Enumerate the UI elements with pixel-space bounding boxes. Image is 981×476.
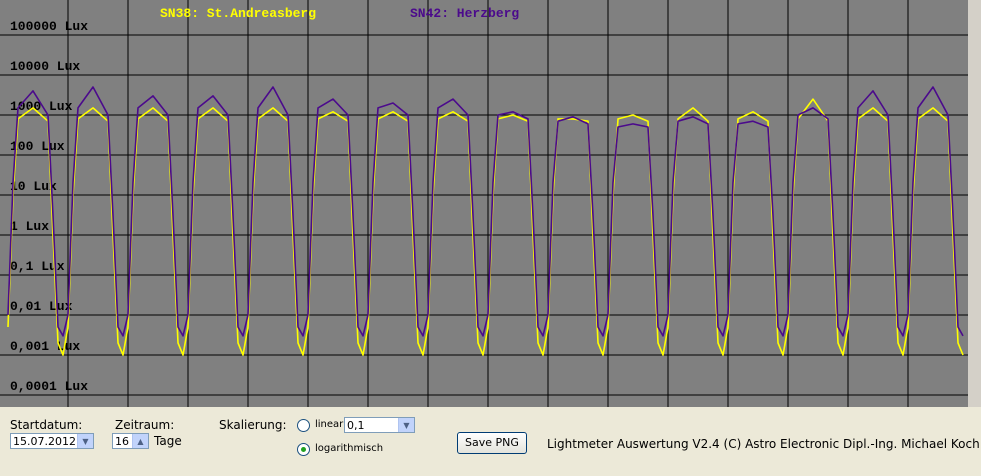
spin-buttons[interactable]: ▲: [132, 434, 148, 448]
y-tick-label: 1000 Lux: [10, 99, 73, 114]
legend-entry: SN38: St.Andreasberg: [160, 6, 316, 21]
y-tick-label: 0,1 Lux: [10, 259, 65, 274]
label: Zeitraum:: [115, 418, 175, 432]
side-panel: [968, 0, 981, 407]
label: Tage: [154, 434, 182, 448]
date-picker[interactable]: 15.07.2012 ▼: [10, 433, 94, 449]
label: Startdatum:: [10, 418, 83, 432]
label: logarithmisch: [315, 443, 384, 454]
linear-select[interactable]: 0,1 ▼: [344, 417, 415, 433]
footer: Lightmeter Auswertung V2.4 (C) Astro Ele…: [547, 437, 980, 451]
dropdown-arrow[interactable]: ▼: [398, 418, 414, 432]
select-value: 0,1: [347, 419, 365, 432]
y-tick-label: 0,0001 Lux: [10, 379, 88, 394]
spinner-value: 16: [115, 435, 129, 448]
radio-linear[interactable]: [297, 419, 310, 432]
save-button[interactable]: Save PNG: [457, 432, 527, 454]
y-tick-label: 100 Lux: [10, 139, 65, 154]
legend-entry: SN42: Herzberg: [410, 6, 519, 21]
radio-log[interactable]: [297, 443, 310, 456]
radio-dot: [301, 447, 306, 452]
dropdown-arrow[interactable]: ▼: [77, 434, 93, 448]
y-tick-label: 10000 Lux: [10, 59, 80, 74]
y-tick-label: 0,01 Lux: [10, 299, 73, 314]
y-tick-label: 10 Lux: [10, 179, 57, 194]
label: linear: [315, 419, 344, 430]
series-line: [7, 86, 964, 337]
y-tick-label: 1 Lux: [10, 219, 49, 234]
chart: 100000 Lux 10000 Lux 1000 Lux 100 Lux 10 Lux…: [0, 0, 968, 407]
y-tick-label: 0,001 Lux: [10, 339, 80, 354]
y-tick-label: 100000 Lux: [10, 19, 88, 34]
spinner[interactable]: 16 ▲: [112, 433, 149, 449]
date-value: 15.07.2012: [13, 435, 76, 448]
label: Skalierung:: [219, 418, 287, 432]
plot-background: [0, 0, 968, 407]
